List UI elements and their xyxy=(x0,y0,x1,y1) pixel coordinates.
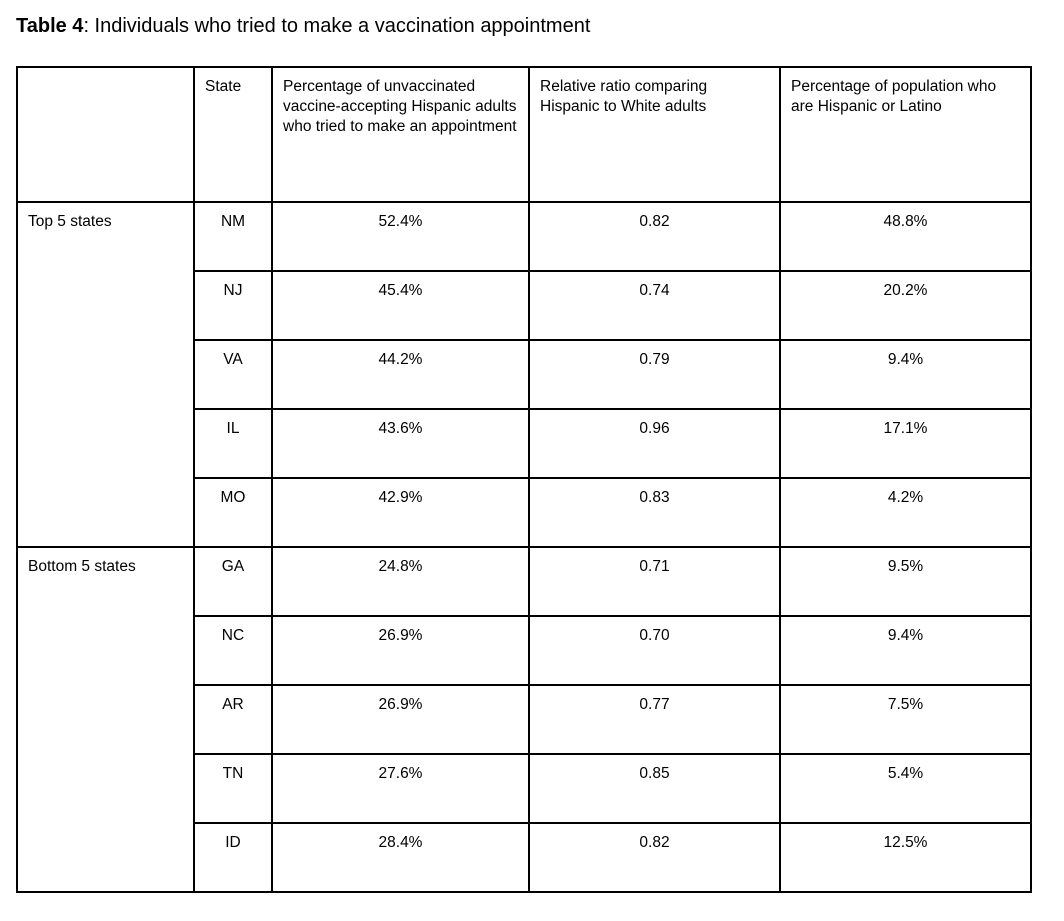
ratio-cell: 0.70 xyxy=(528,615,781,686)
header-pct-tried: Percentage of unvaccinated vaccine-accep… xyxy=(271,66,530,203)
header-group xyxy=(16,66,195,203)
pct-hispanic-cell: 9.5% xyxy=(779,546,1032,617)
pct-hispanic-cell: 12.5% xyxy=(779,822,1032,893)
pct-tried-cell: 26.9% xyxy=(271,684,530,755)
table-row: MO 42.9% 0.83 4.2% xyxy=(17,477,1032,548)
pct-hispanic-cell: 4.2% xyxy=(779,477,1032,548)
header-pct-hispanic: Percentage of population who are Hispani… xyxy=(779,66,1032,203)
header-state: State xyxy=(193,66,273,203)
table-row: NJ 45.4% 0.74 20.2% xyxy=(17,270,1032,341)
state-cell: VA xyxy=(193,339,273,410)
table-row: NC 26.9% 0.70 9.4% xyxy=(17,615,1032,686)
table-row: AR 26.9% 0.77 7.5% xyxy=(17,684,1032,755)
table-row: TN 27.6% 0.85 5.4% xyxy=(17,753,1032,824)
ratio-cell: 0.74 xyxy=(528,270,781,341)
pct-tried-cell: 52.4% xyxy=(271,201,530,272)
pct-tried-cell: 24.8% xyxy=(271,546,530,617)
state-cell: IL xyxy=(193,408,273,479)
state-cell: MO xyxy=(193,477,273,548)
pct-tried-cell: 28.4% xyxy=(271,822,530,893)
pct-tried-cell: 27.6% xyxy=(271,753,530,824)
pct-hispanic-cell: 9.4% xyxy=(779,615,1032,686)
state-cell: TN xyxy=(193,753,273,824)
state-cell: NJ xyxy=(193,270,273,341)
table-caption-label: Table 4 xyxy=(16,15,84,37)
ratio-cell: 0.71 xyxy=(528,546,781,617)
ratio-cell: 0.96 xyxy=(528,408,781,479)
state-cell: GA xyxy=(193,546,273,617)
table-row: Bottom 5 states GA 24.8% 0.71 9.5% xyxy=(16,546,1032,893)
table-row: VA 44.2% 0.79 9.4% xyxy=(17,339,1032,410)
ratio-cell: 0.77 xyxy=(528,684,781,755)
pct-hispanic-cell: 7.5% xyxy=(779,684,1032,755)
pct-tried-cell: 44.2% xyxy=(271,339,530,410)
pct-tried-cell: 42.9% xyxy=(271,477,530,548)
pct-hispanic-cell: 17.1% xyxy=(779,408,1032,479)
table-caption: Table 4: Individuals who tried to make a… xyxy=(16,13,1048,39)
pct-tried-cell: 45.4% xyxy=(271,270,530,341)
vaccination-appointment-table: State Percentage of unvaccinated vaccine… xyxy=(16,66,1032,893)
group-label-bottom-5-states: Bottom 5 states xyxy=(16,546,195,893)
pct-tried-cell: 43.6% xyxy=(271,408,530,479)
state-cell: NM xyxy=(193,201,273,272)
header-row: State Percentage of unvaccinated vaccine… xyxy=(16,66,1032,203)
pct-hispanic-cell: 20.2% xyxy=(779,270,1032,341)
header-relative-ratio: Relative ratio comparing Hispanic to Whi… xyxy=(528,66,781,203)
table-row: IL 43.6% 0.96 17.1% xyxy=(17,408,1032,479)
table-caption-text: : Individuals who tried to make a vaccin… xyxy=(83,15,591,37)
pct-hispanic-cell: 5.4% xyxy=(779,753,1032,824)
pct-hispanic-cell: 48.8% xyxy=(779,201,1032,272)
state-cell: ID xyxy=(193,822,273,893)
ratio-cell: 0.79 xyxy=(528,339,781,410)
state-cell: AR xyxy=(193,684,273,755)
table-row: Top 5 states NM 52.4% 0.82 48.8% xyxy=(16,201,1032,548)
pct-tried-cell: 26.9% xyxy=(271,615,530,686)
pct-hispanic-cell: 9.4% xyxy=(779,339,1032,410)
table-row: ID 28.4% 0.82 12.5% xyxy=(17,822,1032,893)
state-cell: NC xyxy=(193,615,273,686)
group-label-top-5-states: Top 5 states xyxy=(16,201,195,548)
ratio-cell: 0.82 xyxy=(528,201,781,272)
ratio-cell: 0.83 xyxy=(528,477,781,548)
ratio-cell: 0.85 xyxy=(528,753,781,824)
ratio-cell: 0.82 xyxy=(528,822,781,893)
